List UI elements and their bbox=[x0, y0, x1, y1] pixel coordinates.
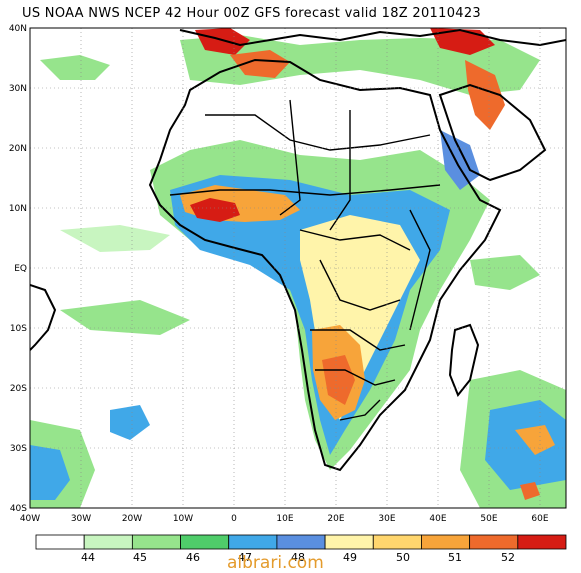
border-south-3 bbox=[339, 399, 381, 421]
lon-axis: 40W 30W 20W 10W 0 10E 20E 30E 40E 50E 60… bbox=[20, 514, 549, 524]
legend-swatch bbox=[83, 534, 133, 550]
legend-label-48: 48 bbox=[291, 551, 305, 564]
border-south-1 bbox=[310, 329, 406, 351]
legend-label-45: 45 bbox=[133, 551, 147, 564]
legend-swatch bbox=[35, 534, 85, 550]
legend-label-46: 46 bbox=[186, 551, 200, 564]
legend-swatch bbox=[228, 534, 278, 550]
legend-label-50: 50 bbox=[396, 551, 410, 564]
lat-label-20s: 20S bbox=[10, 384, 27, 394]
lon-label-20w: 20W bbox=[122, 514, 142, 524]
color-legend bbox=[35, 534, 567, 550]
lon-label-10w: 10W bbox=[173, 514, 193, 524]
legend-swatch bbox=[517, 534, 567, 550]
legend-label-51: 51 bbox=[448, 551, 462, 564]
field-indian-ocean-hot bbox=[515, 425, 555, 455]
lon-label-0: 0 bbox=[231, 514, 237, 524]
field-arabia-orange bbox=[465, 60, 505, 130]
lon-label-20e: 20E bbox=[327, 514, 344, 524]
legend-swatch bbox=[469, 534, 519, 550]
border-sahel bbox=[169, 184, 441, 196]
field-indian-ocean-red bbox=[520, 482, 540, 500]
lat-label-40s: 40S bbox=[10, 504, 27, 514]
lat-label-20n: 20N bbox=[9, 144, 27, 154]
lat-label-10s: 10S bbox=[10, 324, 27, 334]
lon-label-10e: 10E bbox=[276, 514, 293, 524]
coastlines bbox=[30, 28, 566, 472]
field-red-sea bbox=[440, 130, 480, 190]
lat-label-40n: 40N bbox=[9, 24, 27, 34]
lon-label-30w: 30W bbox=[71, 514, 91, 524]
lat-label-eq: EQ bbox=[14, 264, 27, 274]
legend-labels: 44 45 46 47 48 49 50 51 52 bbox=[81, 551, 515, 564]
field-south-atlantic-patch bbox=[110, 405, 150, 440]
border-congo bbox=[319, 259, 401, 311]
field-sw-atlantic-blue bbox=[30, 445, 70, 500]
field-west-africa-red bbox=[190, 198, 240, 222]
field-madagascar-wisp bbox=[470, 255, 540, 290]
lat-label-30n: 30N bbox=[9, 84, 27, 94]
border-south-2 bbox=[315, 369, 396, 386]
arabia-coastline bbox=[438, 83, 547, 182]
legend-swatch bbox=[324, 534, 374, 550]
graticule bbox=[30, 28, 566, 508]
map-title: US NOAA NWS NCEP 42 Hour 00Z GFS forecas… bbox=[22, 6, 481, 21]
legend-swatch bbox=[276, 534, 326, 550]
field-atlas-orange bbox=[230, 50, 290, 78]
legend-label-47: 47 bbox=[238, 551, 252, 564]
watermark-text: albrari.com bbox=[227, 553, 324, 573]
border-sahara-3 bbox=[329, 110, 351, 231]
border-sahara-1 bbox=[205, 114, 431, 151]
legend-swatch bbox=[421, 534, 471, 550]
field-indian-ocean-blue bbox=[485, 400, 566, 490]
lat-label-10n: 10N bbox=[9, 204, 27, 214]
border-central bbox=[299, 229, 411, 251]
lon-label-60e: 60E bbox=[531, 514, 548, 524]
border-sahara-2 bbox=[279, 99, 301, 216]
field-atlantic-wisp-3 bbox=[60, 300, 190, 335]
lat-axis: 40N 30N 20N 10N EQ 10S 20S 30S 40S bbox=[9, 24, 27, 514]
field-maghreb-red bbox=[195, 28, 250, 55]
field-layer bbox=[30, 28, 566, 508]
map-frame bbox=[29, 27, 567, 509]
lon-label-30e: 30E bbox=[378, 514, 395, 524]
lat-label-30s: 30S bbox=[10, 444, 27, 454]
south-america-coastline bbox=[30, 284, 57, 351]
madagascar-coastline bbox=[448, 323, 480, 397]
country-borders bbox=[169, 99, 441, 421]
africa-coastline bbox=[148, 58, 502, 472]
legend-label-44: 44 bbox=[81, 551, 95, 564]
field-atlantic-wisp-2 bbox=[60, 225, 170, 252]
field-atlantic-wisp-1 bbox=[40, 55, 110, 80]
lon-label-40e: 40E bbox=[429, 514, 446, 524]
legend-label-52: 52 bbox=[501, 551, 515, 564]
field-south-red bbox=[322, 355, 355, 405]
legend-swatch bbox=[131, 534, 181, 550]
lon-label-50e: 50E bbox=[480, 514, 497, 524]
legend-label-49: 49 bbox=[343, 551, 357, 564]
border-east bbox=[409, 209, 431, 331]
legend-swatch bbox=[372, 534, 422, 550]
europe-coastline bbox=[179, 28, 566, 47]
legend-swatch bbox=[180, 534, 230, 550]
lon-label-40w: 40W bbox=[20, 514, 40, 524]
